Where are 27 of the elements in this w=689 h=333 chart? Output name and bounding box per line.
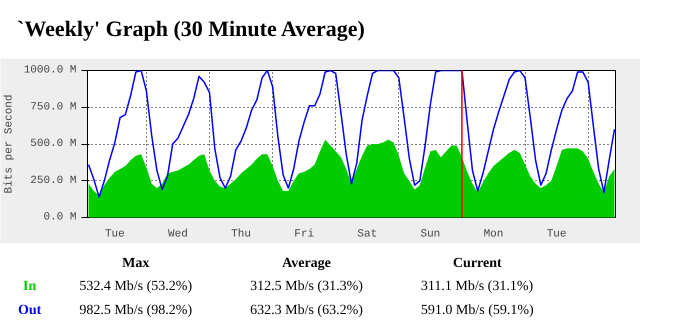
text: Current <box>452 255 503 273</box>
x-tick-label: Sat <box>357 228 378 240</box>
y-axis-title: Bits per Second <box>4 94 16 194</box>
x-tick-label: Thu <box>231 228 251 240</box>
y-tick-label: 250.0 M <box>30 174 77 187</box>
text: Max <box>121 255 150 273</box>
y-tick-label: 0.0 M <box>43 212 77 224</box>
x-tick-label: Fri <box>294 228 314 240</box>
text: 311.1 Mb/s (31.1%) <box>420 278 534 296</box>
text: Out <box>17 302 42 320</box>
text: In <box>22 278 38 296</box>
text: 312.5 Mb/s (31.3%) <box>249 278 364 296</box>
x-tick-label: Mon <box>484 228 504 240</box>
y-tick-label: 1000.0 M <box>24 64 77 76</box>
text: 591.0 Mb/s (59.1%) <box>420 302 535 320</box>
text: 632.3 Mb/s (63.2%) <box>249 302 364 320</box>
x-tick-label: Tue <box>546 228 567 240</box>
y-tick-label: 750.0 M <box>30 101 77 114</box>
text: Average <box>281 255 332 273</box>
x-tick-label: Sun <box>420 228 440 240</box>
x-tick-label: Wed <box>168 228 188 240</box>
text: 982.5 Mb/s (98.2%) <box>78 302 194 320</box>
line-series <box>88 70 616 198</box>
y-tick-label: 500.0 M <box>30 138 77 150</box>
text: 532.4 Mb/s (53.2%) <box>78 278 194 296</box>
chart-title: `Weekly' Graph (30 Minute Average) <box>17 15 365 43</box>
x-tick-label: Tue <box>104 228 125 240</box>
